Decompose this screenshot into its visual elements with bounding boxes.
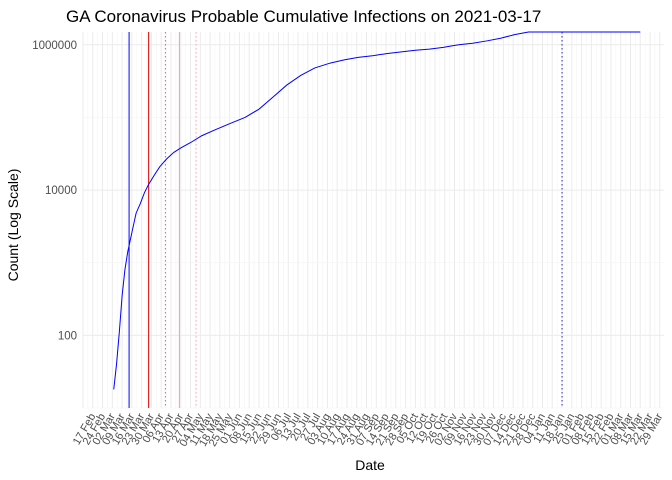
series-layer <box>113 31 641 390</box>
y-axis-title: Count (Log Scale) <box>5 169 21 282</box>
series-line <box>113 31 641 390</box>
y-axis: 100 10000 1000000 <box>32 40 77 343</box>
y-tick-label: 100 <box>58 330 77 342</box>
chart-title: GA Coronavirus Probable Cumulative Infec… <box>66 7 541 26</box>
y-tick-label: 1000000 <box>32 40 77 52</box>
reference-lines <box>128 32 563 408</box>
x-axis-title: Date <box>355 457 385 473</box>
grid <box>82 32 664 409</box>
y-tick-label: 10000 <box>45 185 77 197</box>
